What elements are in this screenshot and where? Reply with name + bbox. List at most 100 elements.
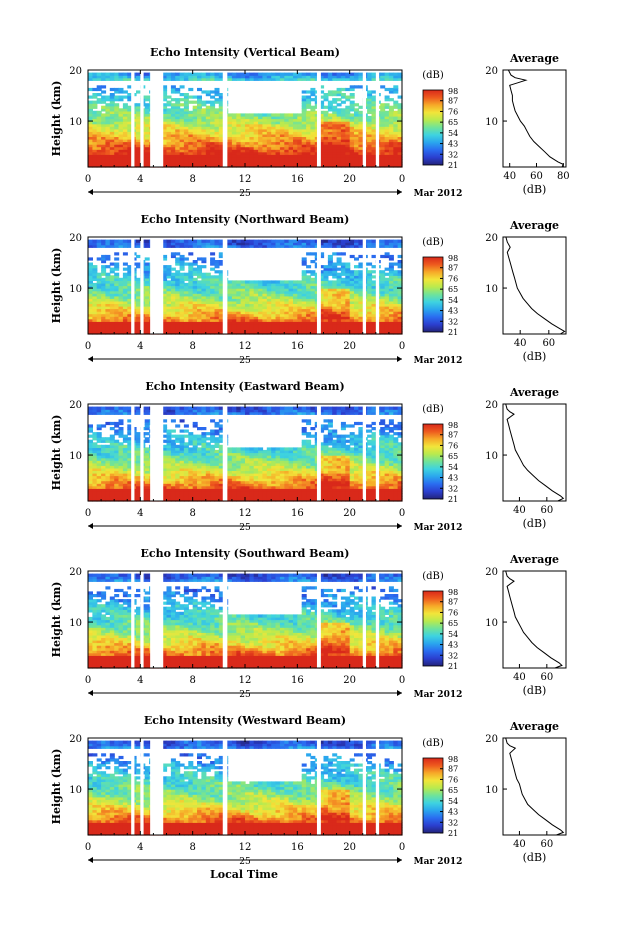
heatmap-cell: [336, 108, 342, 112]
heatmap-cell: [166, 483, 172, 487]
heatmap-cell: [96, 257, 102, 261]
heatmap-cell: [166, 270, 172, 274]
heatmap-cell: [384, 252, 390, 256]
heatmap-cell: [301, 115, 307, 120]
heatmap-cell: [388, 490, 394, 494]
heatmap-cell: [188, 305, 194, 310]
heatmap-cell: [179, 93, 185, 97]
heatmap-cell: [332, 113, 338, 117]
heatmap-cell: [340, 313, 346, 317]
heatmap-cell: [323, 270, 329, 274]
heatmap-cell: [201, 493, 207, 497]
heatmap-cell: [306, 126, 312, 130]
heatmap-cell: [319, 331, 325, 335]
heatmap-cell: [245, 495, 250, 500]
heatmap-cell: [101, 290, 107, 294]
heatmap-cell: [371, 72, 377, 76]
heatmap-cell: [245, 151, 250, 155]
heatmap-cell: [101, 133, 107, 137]
heatmap-cell: [323, 146, 329, 150]
heatmap-cell: [332, 149, 338, 153]
heatmap-cell: [92, 313, 98, 317]
heatmap-cell: [336, 75, 342, 79]
heatmap-cell: [214, 490, 220, 494]
heatmap-cell: [136, 154, 141, 158]
heatmap-cell: [384, 493, 390, 497]
heatmap-cell: [162, 275, 168, 279]
heatmap-cell: [284, 239, 290, 243]
heatmap-cell: [340, 270, 346, 274]
heatmap-cell: [179, 280, 185, 284]
heatmap-cell: [88, 290, 93, 294]
heatmap-cell: [218, 480, 224, 484]
heatmap-cell: [380, 121, 386, 125]
heatmap-cell: [170, 136, 176, 140]
heatmap-cell: [384, 478, 390, 482]
heatmap-cell: [262, 136, 268, 140]
heatmap-cell: [327, 141, 333, 145]
heatmap-cell: [144, 483, 150, 487]
heatmap-cell: [266, 488, 272, 492]
heatmap-cell: [166, 161, 172, 166]
heatmap-cell: [170, 300, 176, 304]
heatmap-cell: [183, 311, 189, 315]
heatmap-cell: [327, 103, 333, 107]
heatmap-cell: [275, 239, 281, 243]
heatmap-cell: [122, 326, 128, 330]
heatmap-cell: [371, 239, 377, 243]
heatmap-cell: [397, 285, 403, 289]
heatmap-cell: [92, 295, 98, 299]
heatmap-cell: [192, 480, 198, 484]
heatmap-cell: [380, 285, 386, 289]
heatmap-cell: [136, 146, 141, 150]
heatmap-cell: [371, 308, 377, 312]
heatmap-cell: [288, 113, 294, 117]
heatmap-cell: [279, 128, 285, 132]
heatmap-cell: [118, 300, 124, 304]
heatmap-cell: [214, 288, 220, 292]
heatmap-cell: [319, 133, 325, 137]
heatmap-cell: [345, 105, 351, 109]
heatmap-cell: [306, 141, 312, 145]
heatmap-cell: [288, 313, 294, 317]
heatmap-cell: [218, 260, 224, 264]
heatmap-cell: [358, 300, 364, 304]
heatmap-cell: [340, 293, 346, 297]
heatmap-cell: [201, 308, 207, 312]
heatmap-cell: [109, 244, 115, 248]
heatmap-cell: [170, 280, 176, 284]
heatmap-cell: [188, 303, 194, 307]
heatmap-cell: [371, 121, 377, 125]
heatmap-cell: [192, 75, 198, 79]
heatmap-cell: [393, 151, 399, 155]
heatmap-cell: [210, 483, 216, 487]
heatmap-cell: [332, 164, 338, 168]
heatmap-cell: [122, 244, 128, 248]
heatmap-cell: [306, 110, 312, 114]
heatmap-cell: [367, 318, 373, 322]
heatmap-cell: [288, 298, 294, 302]
heatmap-cell: [122, 154, 128, 158]
heatmap-cell: [240, 285, 246, 289]
heatmap-cell: [197, 159, 202, 163]
heatmap-cell: [188, 311, 194, 315]
heatmap-cell: [179, 110, 185, 114]
heatmap-cell: [101, 305, 107, 310]
heatmap-cell: [293, 133, 298, 137]
panel-title: Echo Intensity (Eastward Beam): [145, 380, 344, 393]
heatmap-cell: [358, 318, 364, 322]
heatmap-cell: [175, 280, 181, 284]
heatmap-cell: [109, 133, 115, 137]
heatmap-cell: [166, 321, 172, 325]
heatmap-cell: [118, 113, 124, 117]
heatmap-cell: [271, 316, 277, 320]
heatmap-cell: [166, 138, 172, 143]
heatmap-cell: [245, 331, 250, 335]
heatmap-cell: [96, 285, 102, 289]
heatmap-cell: [258, 331, 264, 335]
heatmap-cell: [288, 293, 294, 297]
heatmap-cell: [118, 95, 124, 99]
heatmap-cell: [127, 483, 133, 487]
heatmap-cell: [279, 113, 285, 117]
heatmap-cell: [205, 149, 211, 153]
